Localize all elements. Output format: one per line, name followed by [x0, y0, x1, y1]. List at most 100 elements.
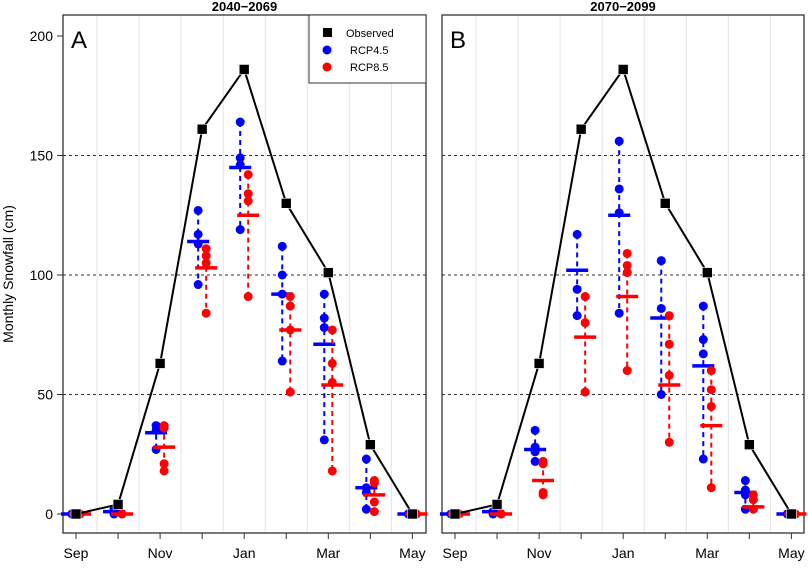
data-point: [235, 117, 245, 127]
x-tick-label: Sep: [443, 545, 468, 561]
observed-marker: [407, 508, 418, 520]
y-axis-label: Monthly Snowfall (cm): [0, 205, 16, 343]
data-point: [614, 308, 624, 318]
plot-frame: [62, 14, 427, 534]
legend-square-icon: [323, 28, 332, 37]
data-point: [319, 313, 329, 323]
data-point: [277, 356, 287, 366]
data-point: [656, 390, 666, 399]
observed-line: [454, 67, 793, 515]
panel-a: 2040−2069 A Sep Nov Jan Mar May 0 50 100 150 200 Mon…: [0, 0, 428, 561]
observed-marker: [617, 64, 629, 75]
data-point: [285, 387, 295, 397]
observed-marker: [491, 499, 503, 510]
data-point: [664, 437, 674, 447]
legend-label: RCP4.5: [350, 45, 389, 57]
observed-marker: [154, 358, 166, 369]
data-point: [538, 459, 548, 469]
panel-b: 2070−2099 B Sep Nov Jan Mar May: [440, 0, 807, 561]
data-point: [369, 497, 379, 507]
data-point: [285, 292, 295, 302]
observed-line: [75, 67, 414, 515]
panel-title: 2040−2069: [212, 0, 277, 14]
data-point: [319, 289, 329, 299]
series-observed: [449, 64, 797, 520]
data-point: [193, 280, 203, 290]
data-point: [159, 466, 169, 476]
data-point: [285, 301, 295, 311]
data-point: [622, 268, 632, 278]
data-point: [664, 311, 674, 321]
data-point: [614, 136, 624, 146]
data-point: [664, 370, 674, 380]
legend-circle-icon: [322, 45, 332, 55]
x-tick-label: May: [778, 545, 804, 561]
observed-marker: [786, 508, 797, 520]
data-point: [243, 189, 253, 199]
data-point: [277, 241, 287, 251]
data-point: [706, 483, 716, 493]
data-point: [706, 385, 716, 395]
panel-title: 2070−2099: [590, 0, 655, 14]
observed-marker: [70, 508, 82, 520]
data-point: [319, 323, 329, 333]
legend-label: RCP8.5: [350, 62, 389, 74]
legend: Observed RCP4.5 RCP8.5: [308, 14, 427, 84]
data-point: [277, 270, 287, 280]
data-point: [538, 490, 548, 500]
series-rcp85: [69, 170, 428, 519]
data-point: [201, 244, 211, 254]
series-observed: [70, 64, 418, 520]
x-tick-label: Jan: [612, 545, 635, 561]
series-rcp45: [61, 117, 420, 519]
data-point: [327, 466, 337, 476]
data-point: [572, 229, 582, 239]
panel-letter: A: [71, 27, 87, 54]
data-point: [656, 256, 666, 266]
data-point: [748, 495, 758, 505]
panel-letter: B: [450, 27, 466, 54]
data-point: [614, 184, 624, 194]
y-tick-label: 50: [37, 387, 53, 403]
data-point: [664, 339, 674, 349]
data-point: [698, 454, 708, 464]
data-point: [235, 225, 245, 235]
data-point: [201, 258, 211, 268]
data-point: [159, 459, 169, 469]
data-point: [369, 507, 379, 517]
data-point: [698, 349, 708, 359]
data-point: [622, 248, 632, 258]
observed-marker: [533, 358, 545, 369]
observed-marker: [322, 267, 334, 278]
legend-circle-icon: [322, 62, 332, 72]
data-point: [327, 358, 337, 368]
data-point: [361, 454, 371, 464]
data-point: [706, 366, 716, 376]
x-tick-label: Nov: [148, 545, 173, 561]
observed-marker: [196, 123, 208, 135]
series-rcp85: [448, 248, 807, 519]
observed-marker: [112, 499, 124, 510]
data-point: [656, 303, 666, 313]
data-point: [201, 308, 211, 318]
data-point: [572, 311, 582, 321]
data-point: [201, 251, 211, 261]
data-point: [159, 423, 169, 433]
data-point: [319, 435, 329, 445]
data-point: [243, 196, 253, 206]
data-point: [580, 387, 590, 397]
data-point: [580, 318, 590, 328]
data-point: [572, 284, 582, 294]
data-point: [243, 170, 253, 180]
series-rcp45: [440, 136, 799, 519]
observed-marker: [449, 508, 461, 520]
x-tick-label: Jan: [233, 545, 256, 561]
y-tick-label: 100: [30, 267, 54, 283]
data-point: [698, 335, 708, 345]
data-point: [361, 504, 371, 514]
x-tick-label: Sep: [64, 545, 89, 561]
x-tick-label: Mar: [316, 545, 340, 561]
legend-label: Observed: [346, 28, 394, 40]
